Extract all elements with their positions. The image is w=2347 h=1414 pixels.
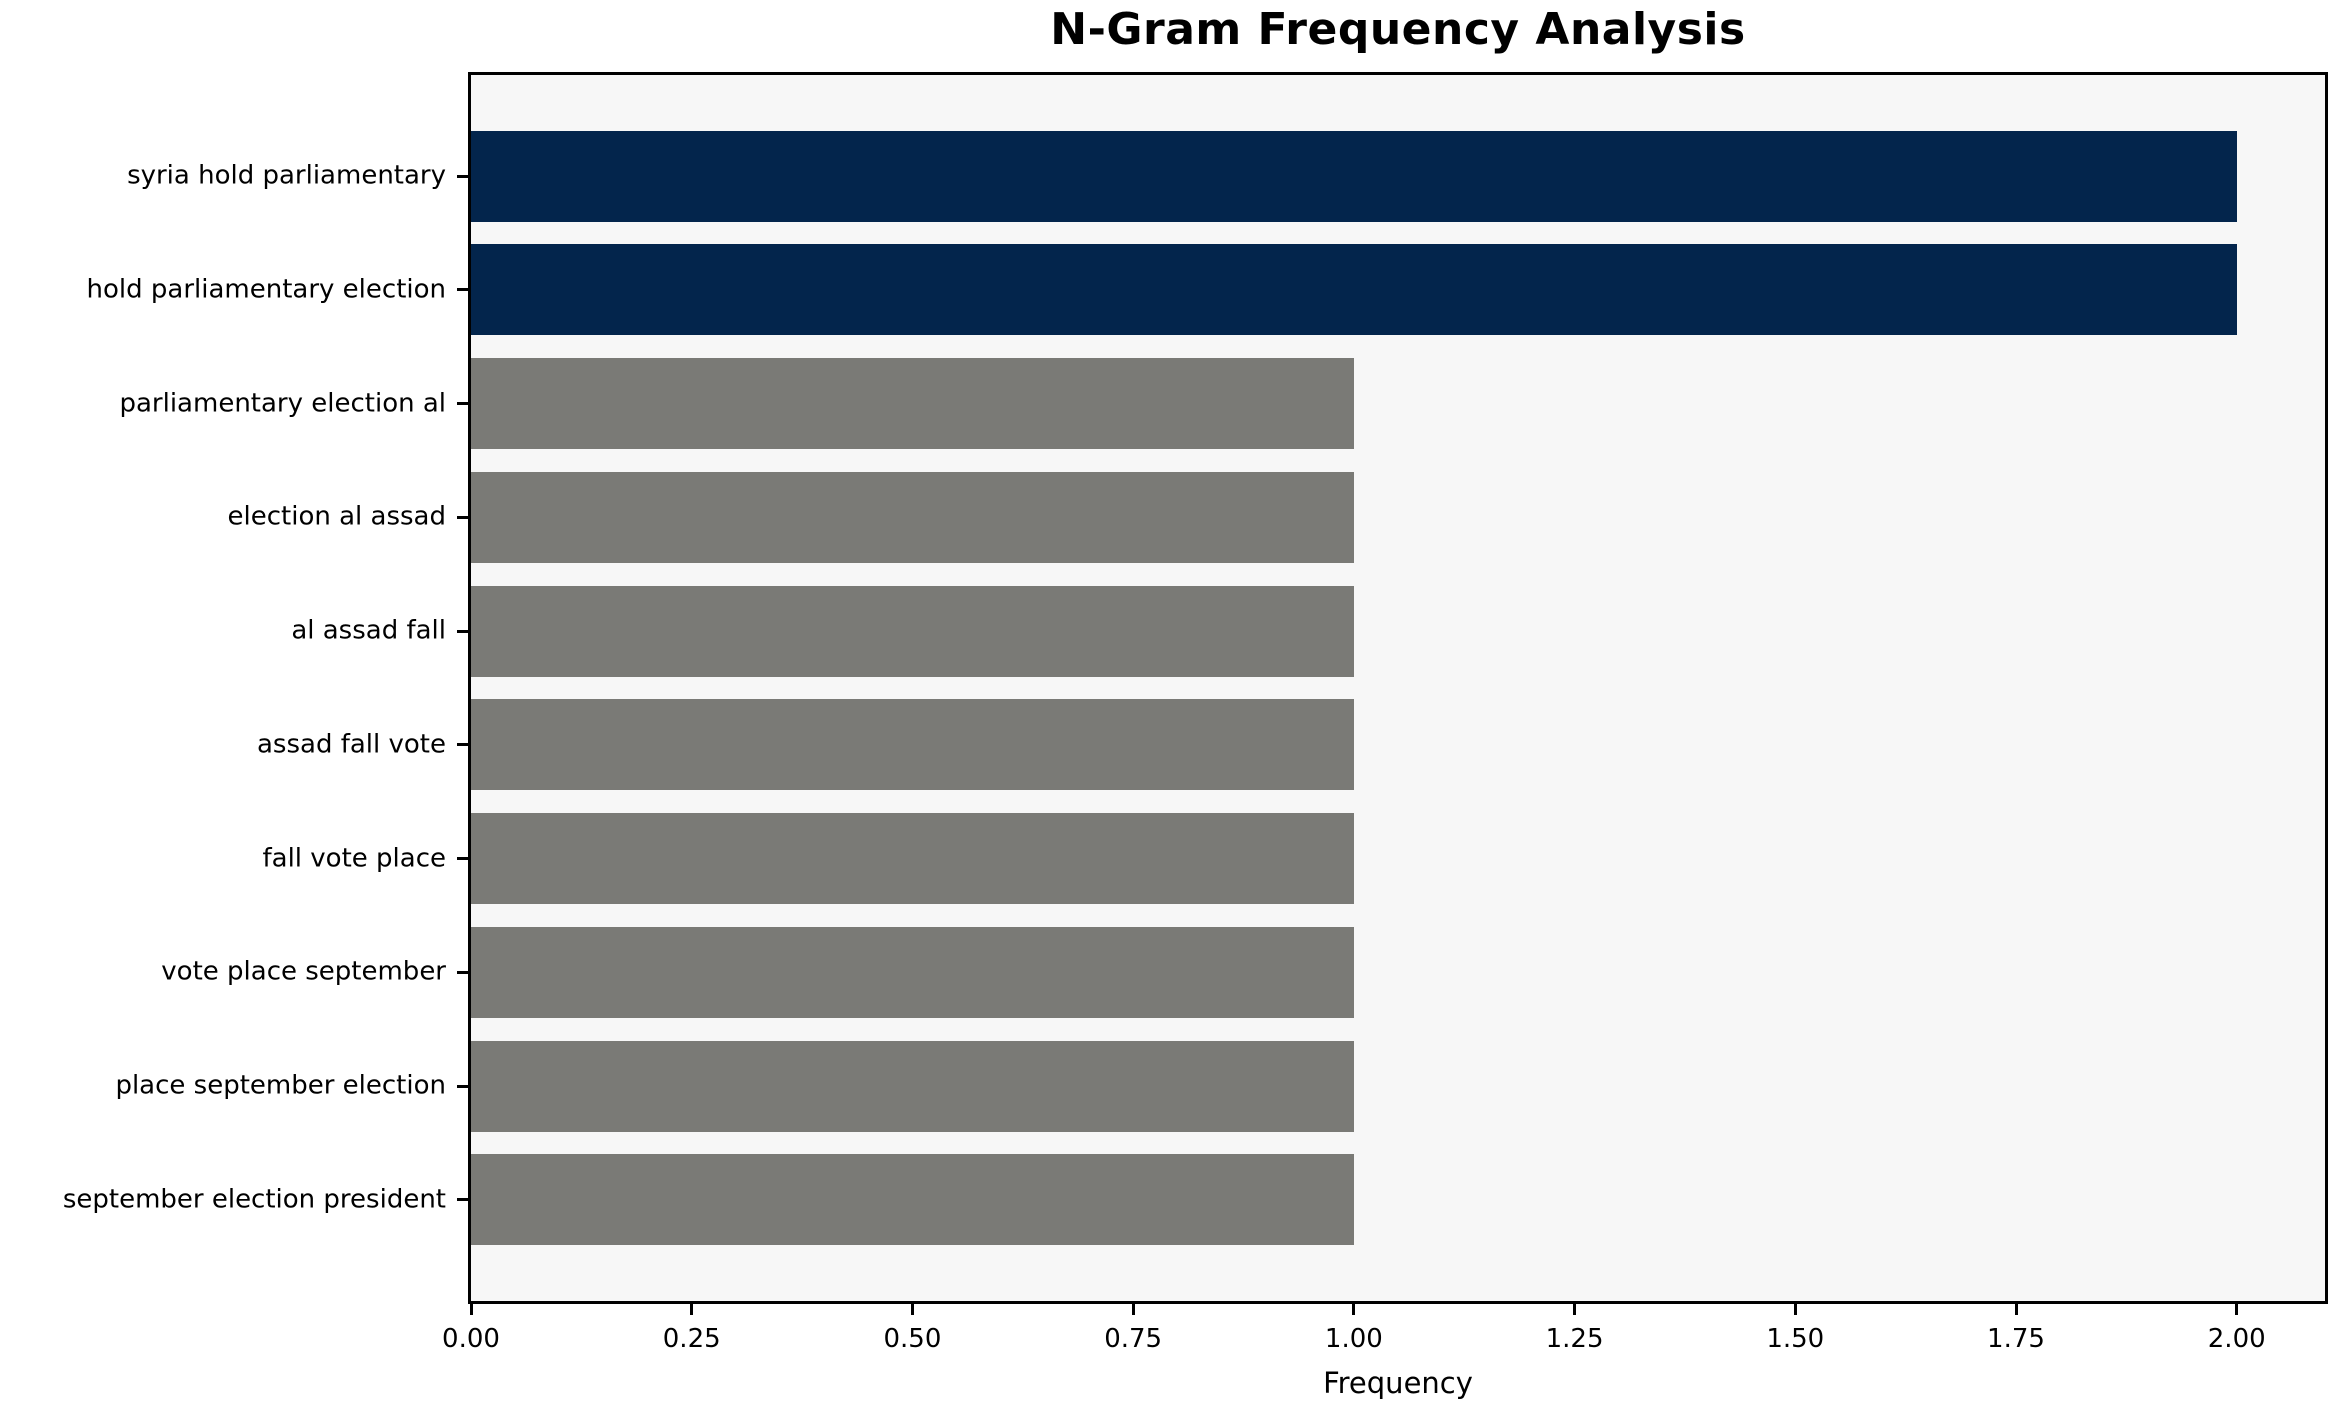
x-tick-label: 1.25 — [1545, 1324, 1604, 1354]
bar-election-al-assad — [471, 471, 1354, 563]
x-tick-label: 1.50 — [1766, 1324, 1825, 1354]
y-tick-label: september election president — [62, 1184, 446, 1215]
x-tick-mark — [1793, 1304, 1797, 1315]
x-tick-mark — [910, 1304, 914, 1315]
x-tick-mark — [1131, 1304, 1135, 1315]
x-tick-mark — [469, 1304, 473, 1315]
x-tick-label: 0.50 — [883, 1324, 942, 1354]
y-tick-label: hold parliamentary election — [86, 274, 446, 305]
bar-syria-hold-parliamentary — [471, 130, 2237, 222]
bar-september-election-president — [471, 1154, 1354, 1246]
y-tick-mark — [457, 1198, 468, 1202]
x-tick-label: 2.00 — [2207, 1324, 2266, 1354]
y-tick-mark — [457, 743, 468, 747]
chart-title: N-Gram Frequency Analysis — [1050, 4, 1746, 55]
x-tick-label: 0.75 — [1104, 1324, 1163, 1354]
x-tick-label: 0.00 — [442, 1324, 500, 1354]
y-tick-label: fall vote place — [262, 843, 447, 874]
x-tick-mark — [1573, 1304, 1577, 1315]
x-axis-title: Frequency — [1323, 1366, 1473, 1400]
y-tick-mark — [457, 1084, 468, 1088]
y-tick-label: assad fall vote — [256, 729, 446, 760]
plot-area — [468, 72, 2328, 1304]
bar-parliamentary-election-al — [471, 358, 1354, 450]
y-tick-mark — [457, 629, 468, 633]
bar-al-assad-fall — [471, 585, 1354, 677]
y-tick-label: al assad fall — [291, 615, 446, 646]
y-tick-mark — [457, 402, 468, 406]
y-tick-mark — [457, 515, 468, 519]
y-tick-mark — [457, 174, 468, 178]
y-tick-mark — [457, 970, 468, 974]
x-tick-label: 1.00 — [1324, 1324, 1383, 1354]
x-tick-label: 1.75 — [1987, 1324, 2045, 1354]
x-tick-mark — [1352, 1304, 1356, 1315]
bar-hold-parliamentary-election — [471, 244, 2237, 336]
y-tick-label: syria hold parliamentary — [127, 160, 446, 191]
x-tick-mark — [2014, 1304, 2018, 1315]
bar-place-september-election — [471, 1040, 1354, 1132]
y-tick-label: place september election — [115, 1070, 446, 1101]
x-tick-mark — [2235, 1304, 2239, 1315]
bar-fall-vote-place — [471, 813, 1354, 905]
y-tick-mark — [457, 288, 468, 292]
y-tick-label: vote place september — [161, 957, 446, 988]
x-tick-mark — [690, 1304, 694, 1315]
x-tick-label: 0.25 — [662, 1324, 721, 1354]
y-tick-mark — [457, 857, 468, 861]
y-tick-label: parliamentary election al — [119, 388, 446, 419]
bar-assad-fall-vote — [471, 699, 1354, 791]
y-tick-label: election al assad — [227, 502, 446, 533]
bar-vote-place-september — [471, 926, 1354, 1018]
